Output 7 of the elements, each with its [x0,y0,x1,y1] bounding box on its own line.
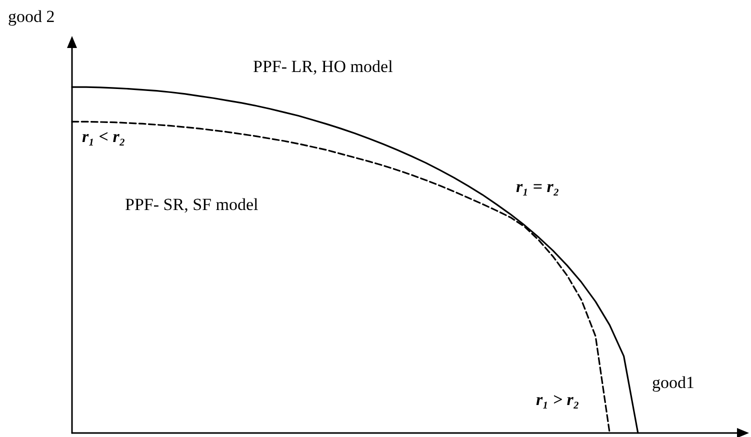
annotation: r₁ = r₂ [516,177,560,196]
text: PPF- LR, HO model [253,57,394,76]
x-axis-title: good1 [652,373,694,392]
y-axis-title: good 2 [8,7,55,26]
annotation: r₁ < r₂ [82,127,126,146]
annotation: r₁ > r₂ [536,390,580,409]
annotation: PPF- SR, SF model [125,195,258,214]
